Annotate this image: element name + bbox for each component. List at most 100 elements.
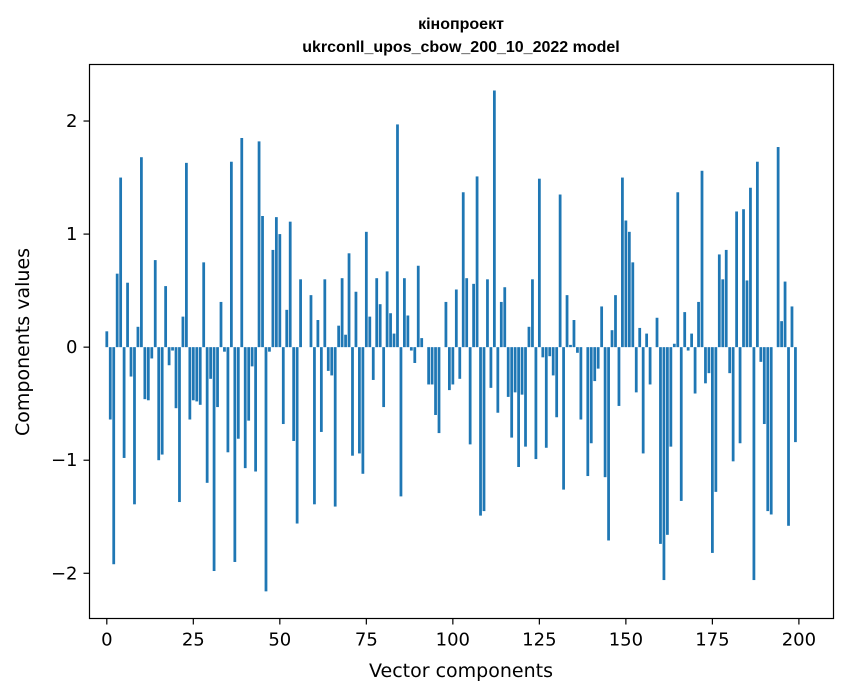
bar (465, 278, 469, 348)
bar (333, 347, 337, 507)
bar (371, 347, 375, 380)
bar (171, 347, 174, 351)
bar (506, 347, 510, 397)
bar (157, 347, 161, 461)
bar (451, 347, 455, 385)
bar (344, 334, 347, 348)
bar (153, 260, 157, 348)
bar (389, 313, 392, 348)
bar (326, 347, 330, 371)
bar (337, 325, 341, 348)
bar (126, 282, 129, 348)
bar (541, 347, 545, 358)
bar (634, 347, 638, 393)
bar (704, 347, 707, 384)
bar (115, 273, 119, 348)
bar (755, 161, 759, 348)
bar (205, 347, 209, 483)
bar (264, 347, 268, 592)
y-tick-label: 1 (66, 224, 77, 245)
bar (354, 291, 358, 348)
bar (717, 254, 721, 348)
bar (475, 176, 479, 348)
bar (288, 221, 292, 348)
bar (140, 157, 143, 348)
bar (430, 347, 434, 385)
bar (752, 347, 756, 581)
bar (427, 347, 431, 385)
bar (105, 331, 109, 348)
bar (136, 326, 140, 348)
bar (313, 347, 316, 505)
bar (340, 278, 344, 348)
bar (666, 347, 669, 535)
bar (181, 316, 185, 348)
bar (271, 249, 275, 348)
bar (309, 295, 313, 348)
x-tick-label: 150 (609, 630, 643, 651)
y-axis-ticks: −2 −1 0 1 2 (51, 111, 90, 584)
bar (434, 347, 437, 415)
bar (762, 347, 766, 425)
bar (489, 347, 493, 388)
bar (700, 170, 704, 348)
bar (537, 178, 541, 348)
bar (790, 306, 794, 348)
y-tick-label: −1 (51, 450, 78, 471)
bar (420, 338, 424, 348)
bar (586, 347, 590, 477)
bar (558, 194, 562, 348)
bar (219, 301, 223, 348)
bar (278, 234, 282, 348)
bar (544, 347, 548, 448)
bar (399, 347, 403, 497)
bar (375, 278, 379, 348)
bar (749, 187, 752, 348)
bar (576, 347, 579, 353)
bar (686, 347, 690, 351)
bar (617, 347, 621, 406)
bar (569, 344, 572, 348)
bar (683, 312, 687, 348)
x-tick-label: 100 (436, 630, 470, 651)
bar (510, 347, 514, 438)
bar (693, 347, 697, 394)
bar (285, 309, 289, 348)
bar (527, 326, 531, 348)
bar (631, 262, 635, 348)
bar (742, 209, 745, 348)
bar (482, 347, 486, 512)
bar (316, 320, 320, 348)
bar (572, 320, 576, 348)
bar (185, 162, 188, 348)
bar (641, 347, 645, 454)
bar (202, 262, 206, 348)
bar (174, 347, 178, 409)
plot-area-frame (88, 63, 835, 620)
bar (548, 347, 552, 357)
bar (247, 347, 251, 421)
bar (766, 347, 770, 512)
chart-title-line1: кінопроект (418, 16, 504, 33)
bar (610, 330, 614, 348)
bar (690, 333, 694, 348)
y-axis-label: Components values (12, 248, 34, 436)
bar (143, 347, 147, 400)
bar (216, 347, 219, 408)
bar (499, 301, 503, 348)
x-tick-label: 25 (182, 630, 205, 651)
bar (444, 301, 448, 348)
bar (378, 304, 382, 348)
bar (178, 347, 181, 503)
bar (603, 347, 607, 478)
bar (555, 347, 559, 418)
bar (517, 347, 520, 467)
bar (330, 347, 334, 376)
bar (745, 280, 749, 348)
bar (735, 211, 738, 348)
bar (261, 216, 264, 348)
bar (621, 177, 624, 348)
bar (351, 347, 354, 456)
bar (486, 279, 489, 348)
bar (129, 347, 133, 377)
